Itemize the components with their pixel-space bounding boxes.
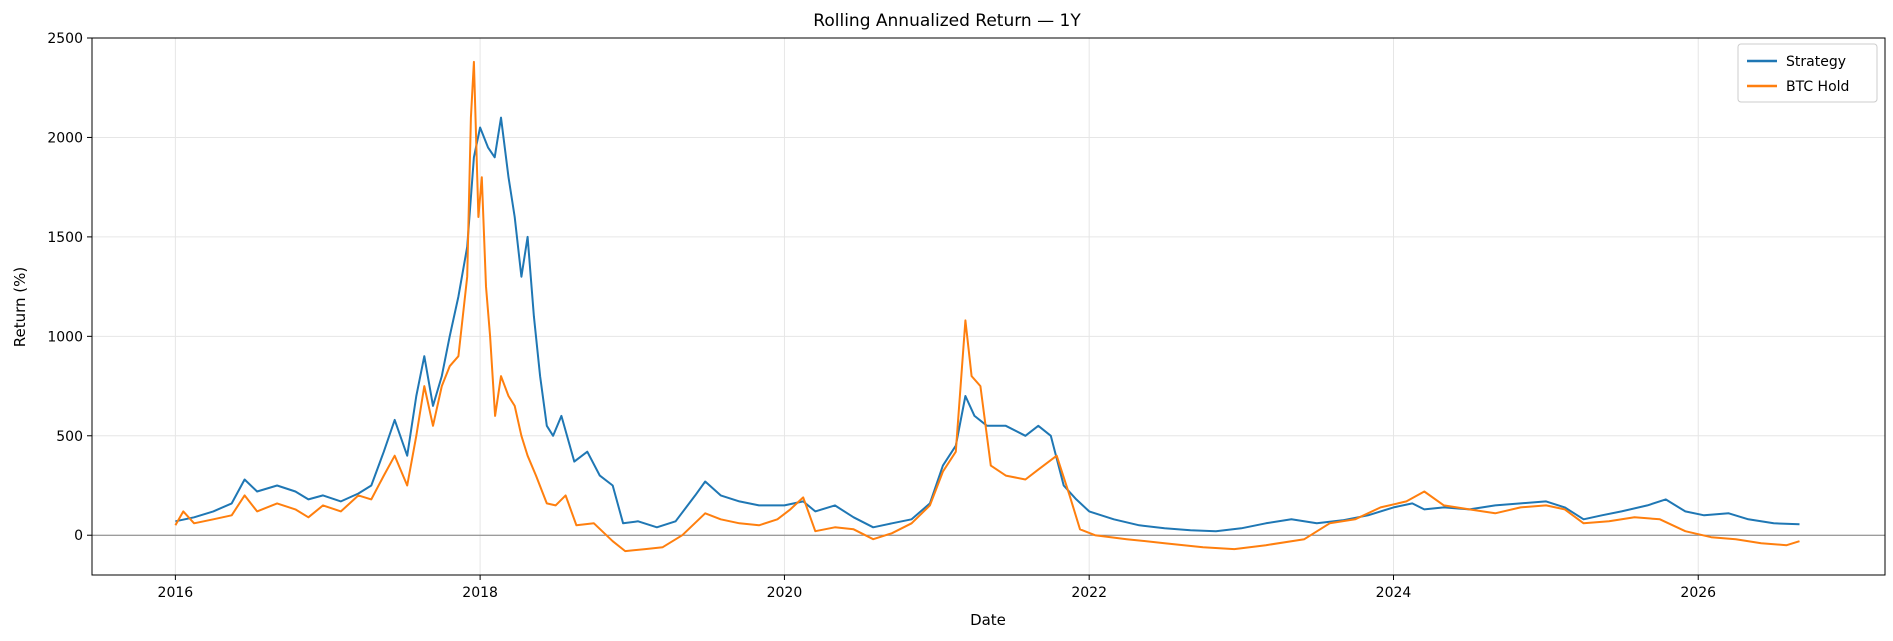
legend: Strategy BTC Hold [1737, 43, 1878, 103]
legend-label-strategy: Strategy [1786, 54, 1846, 70]
series-lines [174, 60, 1800, 553]
chart-title: Rolling Annualized Return — 1Y [813, 11, 1081, 31]
y-axis-label: Return (%) [11, 267, 29, 348]
plot-frame [91, 37, 1886, 576]
y-tick-label: 1500 [47, 230, 83, 246]
x-tick-label: 2018 [462, 585, 498, 601]
x-tick-label: 2020 [767, 585, 803, 601]
y-tick-label: 1000 [47, 329, 83, 345]
y-tick-label: 0 [74, 528, 83, 544]
series-line-btc-hold [174, 60, 1800, 553]
y-tick-label: 500 [56, 429, 83, 445]
y-tick-label: 2500 [47, 31, 83, 47]
x-tick-label: 2022 [1071, 585, 1107, 601]
legend-box [1737, 43, 1878, 103]
series-line-strategy [175, 116, 1800, 533]
legend-label-btc-hold: BTC Hold [1786, 79, 1849, 95]
y-axis-ticks: 0 500 1000 1500 2000 2500 [47, 31, 92, 544]
x-tick-label: 2016 [158, 585, 194, 601]
x-axis-ticks: 2016 2018 2020 2022 2024 2026 [158, 575, 1716, 601]
y-tick-label: 2000 [47, 130, 83, 146]
x-tick-label: 2024 [1376, 585, 1412, 601]
x-axis-label: Date [970, 611, 1006, 629]
x-tick-label: 2026 [1680, 585, 1716, 601]
